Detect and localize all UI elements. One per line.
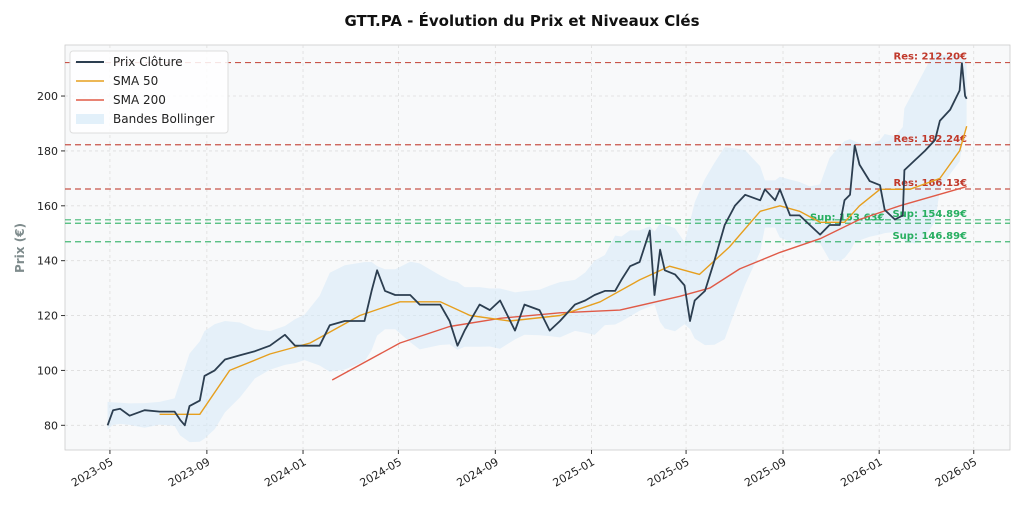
support-level-label: Sup: 154.89€ xyxy=(892,209,967,220)
support-level-label: Sup: 153.63€ xyxy=(810,212,885,223)
resistance-level-label: Res: 166.13€ xyxy=(894,178,968,189)
legend-label-bollinger: Bandes Bollinger xyxy=(113,112,214,126)
series-lines xyxy=(106,62,968,427)
key-levels: Res: 212.20€ Res: 182.24€ Res: 166.13€ Sup:… xyxy=(65,52,1010,243)
legend-swatch-bollinger xyxy=(76,114,104,124)
legend-label-price: Prix Clôture xyxy=(113,55,183,69)
y-tick-label: 80 xyxy=(44,419,58,432)
y-axis: 80 100 120 140 160 180 200 xyxy=(37,90,65,432)
y-tick-label: 140 xyxy=(37,255,58,268)
bollinger-band-area xyxy=(107,49,967,443)
legend-label-sma50: SMA 50 xyxy=(113,74,158,88)
resistance-level-label: Res: 212.20€ xyxy=(894,52,968,63)
resistance-level-label: Res: 182.24€ xyxy=(894,134,968,145)
chart-title: GTT.PA - Évolution du Prix et Niveaux Cl… xyxy=(344,11,699,30)
series-line-sma200 xyxy=(331,185,967,381)
y-axis-label: Prix (€) xyxy=(13,223,27,273)
y-tick-label: 180 xyxy=(37,145,58,158)
legend-label-sma200: SMA 200 xyxy=(113,93,166,107)
y-tick-label: 160 xyxy=(37,200,58,213)
legend: Prix Clôture SMA 50 SMA 200 Bandes Bolli… xyxy=(69,50,229,134)
bollinger-band xyxy=(107,49,967,443)
legend-box xyxy=(69,50,229,134)
support-level-label: Sup: 146.89€ xyxy=(892,231,967,242)
series-line-price xyxy=(106,62,968,427)
y-tick-label: 200 xyxy=(37,90,58,103)
y-tick-label: 100 xyxy=(37,364,58,377)
series-line-sma50 xyxy=(159,126,968,415)
y-tick-label: 120 xyxy=(37,310,58,323)
